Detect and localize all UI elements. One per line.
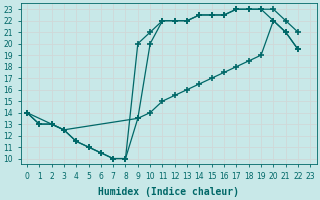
X-axis label: Humidex (Indice chaleur): Humidex (Indice chaleur) (98, 186, 239, 197)
